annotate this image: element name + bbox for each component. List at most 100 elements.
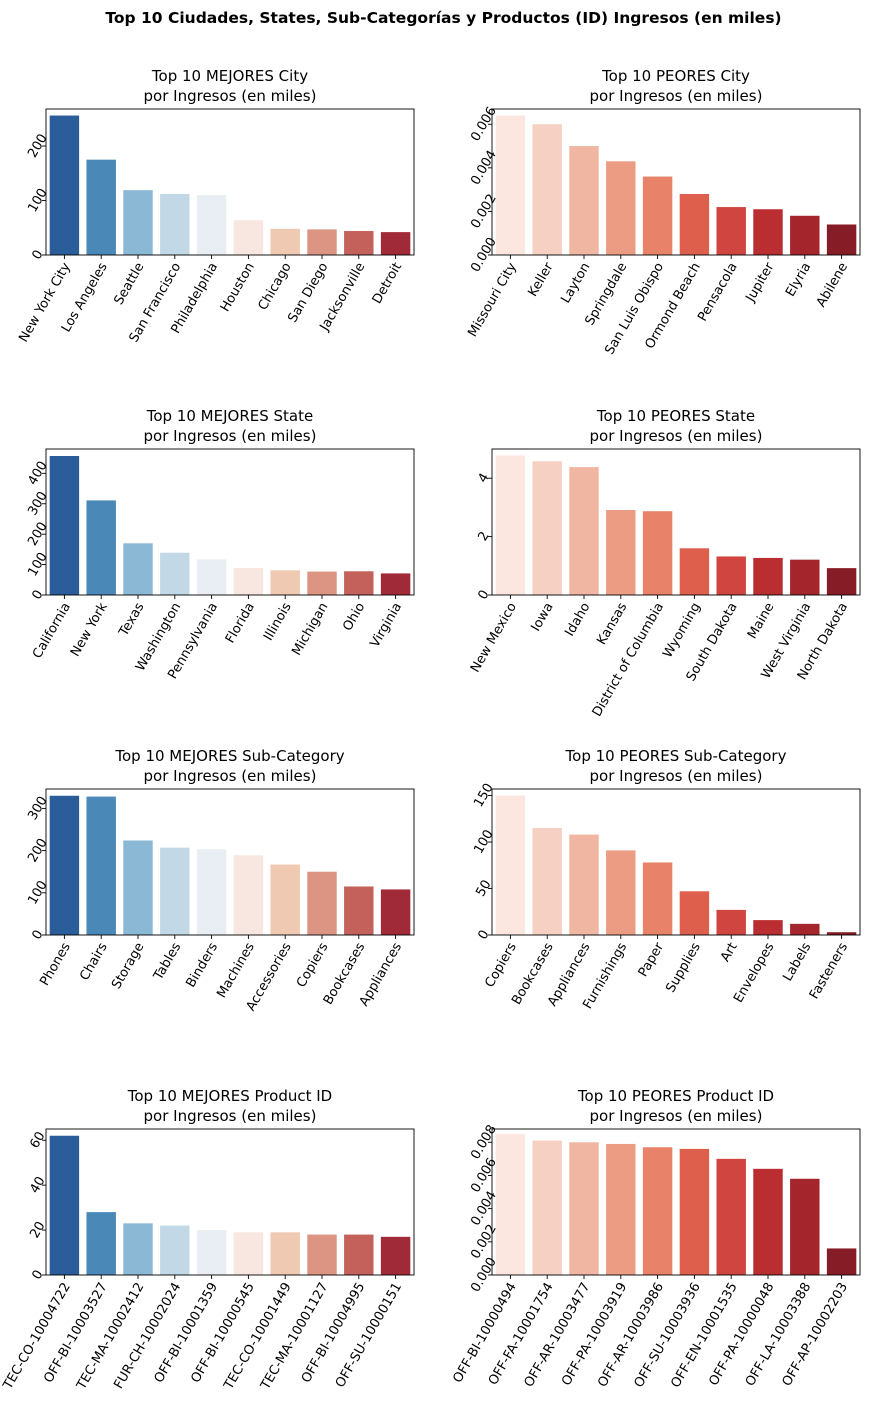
x-tick-label: Virginia [368,600,406,650]
bar [49,115,80,255]
chart-title: por Ingresos (en miles) [590,87,763,105]
axes-frame [491,108,861,256]
x-tick-label: OFF-EN-10001535 [668,1280,740,1390]
x-tick-label: Storage [109,940,147,992]
chart-title: por Ingresos (en miles) [144,427,317,445]
bar [606,850,636,935]
x-tick-label: Abilene [814,260,851,310]
bar [679,193,710,255]
bar [196,559,227,595]
x-tick-label: Idaho [562,600,593,639]
bar [753,209,783,255]
bar [307,229,337,255]
chart-2: Top 10 PEORES City por Ingresos (en miles… [465,67,861,357]
bar [716,909,746,935]
bar [679,891,710,935]
axes-frame [491,1128,861,1276]
x-tick-label: Missouri City [465,260,520,340]
axes-frame [45,1128,415,1276]
x-tick-label: OFF-AR-10003477 [522,1280,594,1390]
x-tick-label: TEC-MA-10002412 [74,1280,148,1393]
x-tick-label: Texas [116,600,148,640]
y-tick-label: 4 [475,471,492,486]
y-tick-label: 100 [25,550,50,579]
bar [532,461,562,595]
x-tick-label: New York [68,600,111,659]
bar [790,923,820,935]
x-tick-label: TEC-CO-10004722 [0,1280,74,1393]
chart-title: por Ingresos (en miles) [590,427,763,445]
bar [123,1223,153,1275]
y-tick-label: 150 [471,781,496,810]
bar [826,224,857,255]
chart-title: por Ingresos (en miles) [144,87,317,105]
bar [753,557,783,595]
axes-frame [491,448,861,596]
bar [307,871,337,935]
chart-5: Top 10 MEJORES Sub-Category por Ingresos … [25,747,415,1014]
bar [753,1168,783,1275]
chart-title: Top 10 MEJORES State [146,407,313,425]
x-tick-label: Iowa [529,600,557,634]
bar [532,828,562,935]
bar [380,573,411,595]
bar [49,456,80,595]
y-tick-label: 0.008 [468,1122,500,1162]
x-tick-label: Phones [37,940,74,988]
x-tick-label: OFF-PA-10000048 [706,1280,777,1388]
bar [307,1234,337,1275]
x-tick-label: Art [718,940,741,964]
x-tick-label: TEC-CO-10001449 [221,1280,295,1393]
bar [642,1147,673,1275]
bar [86,1212,116,1275]
bar [86,500,116,595]
chart-title: por Ingresos (en miles) [144,767,317,785]
y-tick-label: 0 [475,928,492,943]
y-tick-label: 300 [25,794,50,823]
x-tick-label: Chairs [77,940,111,983]
x-tick-label: FUR-CH-10002024 [111,1280,184,1391]
bar [160,552,190,595]
x-tick-label: Supplies [663,940,704,995]
x-tick-label: Tables [151,940,185,984]
x-tick-label: OFF-PA-10003919 [559,1280,630,1388]
bar [160,1225,190,1275]
x-tick-label: OFF-LA-10003388 [743,1280,814,1389]
y-tick-label: 300 [25,489,50,518]
x-tick-label: Illinois [261,600,295,643]
y-tick-label: 200 [25,520,50,549]
bar [679,1148,710,1275]
bar [569,1142,599,1275]
axes-frame [45,108,415,256]
x-tick-label: Layton [558,260,593,306]
y-tick-label: 100 [471,828,496,857]
bar [606,510,636,595]
y-tick-label: 100 [25,878,50,907]
x-tick-label: OFF-SU-10003936 [632,1280,704,1390]
x-tick-label: Chicago [256,260,295,313]
bar [495,115,526,255]
y-tick-label: 200 [25,836,50,865]
bar [826,932,857,935]
chart-8: Top 10 PEORES Product ID por Ingresos (en… [450,1087,861,1391]
bar [495,795,526,935]
x-tick-label: Michigan [289,600,331,658]
chart-6: Top 10 PEORES Sub-Category por Ingresos (… [471,747,861,1012]
bar [569,834,599,935]
bar [160,193,190,255]
bar [495,455,526,595]
bar [569,467,599,595]
bar [344,231,374,255]
chart-title: Top 10 PEORES Product ID [577,1087,774,1105]
x-tick-label: Kansas [594,600,630,648]
bar [233,855,264,935]
x-tick-label: Ohio [340,600,368,634]
chart-1: Top 10 MEJORES City por Ingresos (en mile… [16,67,415,345]
axes-frame [45,788,415,936]
x-tick-label: OFF-BI-10000494 [450,1280,520,1385]
chart-title: Top 10 MEJORES Product ID [127,1087,332,1105]
y-tick-label: 40 [27,1174,48,1196]
x-tick-label: Binders [184,940,222,990]
x-tick-label: Houston [218,260,258,314]
